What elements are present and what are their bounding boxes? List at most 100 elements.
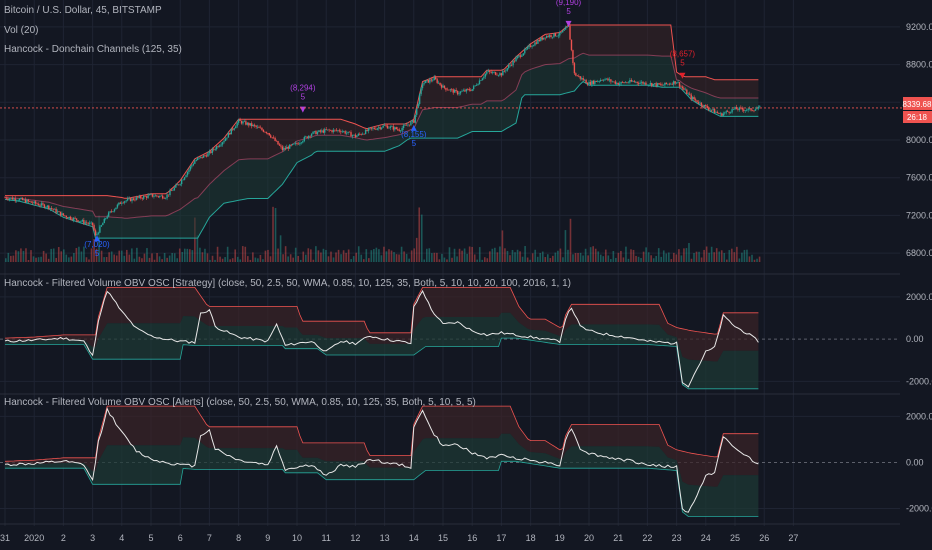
candle-body — [51, 208, 53, 209]
candle-body — [26, 199, 28, 203]
candle-body — [411, 120, 414, 122]
symbol-title[interactable]: Bitcoin / U.S. Dollar, 45, BITSTAMP — [4, 5, 162, 16]
volume-bar — [612, 250, 615, 262]
candle-body — [721, 113, 723, 116]
osc-pane-strategy[interactable]: 2000.00 0.00 -2000.00 — [0, 287, 932, 390]
candle-body — [126, 198, 129, 201]
volume-bar — [670, 259, 673, 262]
candle-body — [56, 211, 59, 213]
candle-body — [348, 131, 351, 133]
volume-bar — [615, 257, 617, 262]
candle-body — [519, 55, 522, 57]
osc-pane-alerts[interactable]: 2000.00 0.00 -2000.00 — [0, 405, 932, 517]
volume-bar — [552, 255, 554, 262]
candle-body — [224, 138, 227, 141]
volume-bar — [327, 256, 330, 262]
candle-body — [757, 106, 760, 109]
candle-body — [502, 70, 504, 76]
candle-body — [591, 80, 593, 85]
candle-body — [474, 85, 476, 87]
candle-body — [248, 122, 250, 126]
candle-body — [172, 190, 174, 191]
volume-bar — [461, 250, 463, 262]
volume-bar — [514, 252, 516, 262]
candle-body — [169, 190, 171, 195]
candle-body — [326, 129, 329, 131]
candle-body — [430, 79, 433, 81]
volume-bar — [400, 246, 403, 262]
candle-body — [297, 143, 300, 145]
candle-body — [564, 27, 567, 30]
donchian-indicator-label[interactable]: Hancock - Donchain Channels (125, 35) — [4, 44, 182, 55]
candle-body — [125, 200, 127, 202]
volume-bar — [78, 246, 80, 262]
candle-body — [699, 102, 701, 104]
candle-body — [570, 39, 573, 51]
time-axis[interactable]: 31 2020 2 3 4 5 6 7 8 9 10 11 12 13 14 15 16 17 18 19 20 21 22… — [0, 526, 932, 550]
volume-bar — [73, 252, 75, 262]
candle-body — [544, 37, 546, 39]
volume-bar — [652, 258, 655, 262]
candle-body — [58, 211, 60, 213]
volume-bar — [365, 249, 368, 262]
volume-bar — [443, 257, 446, 262]
candle-body — [716, 112, 719, 114]
candle-body — [322, 130, 324, 133]
candle-body — [526, 46, 529, 49]
candle-body — [290, 144, 292, 146]
price-tick-label: 9200.00 — [906, 22, 932, 32]
candle-body — [275, 140, 278, 142]
candle-body — [270, 135, 272, 138]
volume-bar — [688, 243, 690, 262]
osc-alerts-title[interactable]: Hancock - Filtered Volume OBV OSC [Alert… — [4, 397, 476, 408]
candle-body — [252, 124, 254, 127]
osc-strategy-title[interactable]: Hancock - Filtered Volume OBV OSC [Strat… — [4, 278, 571, 289]
volume-bar — [85, 257, 88, 262]
candle-body — [161, 195, 164, 199]
candle-body — [291, 143, 294, 145]
time-tick-label: 24 — [701, 533, 711, 543]
volume-bar — [736, 246, 738, 262]
time-tick-label: 3 — [90, 533, 95, 543]
candle-body — [243, 121, 246, 122]
volume-bar — [108, 252, 110, 262]
volume-bar — [264, 250, 267, 262]
candle-body — [154, 195, 157, 197]
price-pane[interactable]: (7,020)5(8,294)5(8,155)5(9,190)5(8,657)5 — [4, 0, 761, 262]
candle-body — [756, 108, 758, 110]
volume-bar — [181, 251, 184, 262]
candle-body — [750, 108, 752, 111]
volume-bar — [201, 252, 204, 262]
candle-body — [10, 197, 12, 199]
volume-bar — [531, 253, 534, 262]
candle-body — [459, 91, 462, 94]
volume-bar — [632, 249, 635, 262]
time-tick-label: 17 — [496, 533, 506, 543]
candle-body — [407, 124, 409, 126]
signal-price-label: (7,020) — [84, 240, 110, 249]
candle-body — [586, 82, 589, 85]
candle-body — [654, 83, 656, 84]
candle-body — [233, 128, 235, 130]
candle-body — [724, 112, 726, 114]
candle-body — [310, 133, 313, 137]
osc-upper-fill — [5, 287, 759, 362]
volume-bar — [93, 239, 95, 262]
volume-bar — [456, 256, 458, 262]
candle-body — [183, 177, 186, 180]
candle-body — [708, 108, 710, 110]
candle-body — [512, 60, 514, 66]
candle-body — [33, 201, 35, 204]
candle-body — [52, 208, 54, 210]
candle-body — [684, 89, 687, 91]
candle-body — [97, 232, 100, 234]
candle-body — [621, 81, 624, 83]
candle-body — [121, 202, 123, 204]
volume-indicator-label[interactable]: Vol (20) — [4, 25, 38, 36]
candle-body — [309, 135, 311, 137]
volume-bar — [698, 251, 700, 262]
volume-bar — [617, 252, 620, 262]
candle-body — [128, 198, 130, 199]
volume-bar — [388, 249, 390, 262]
